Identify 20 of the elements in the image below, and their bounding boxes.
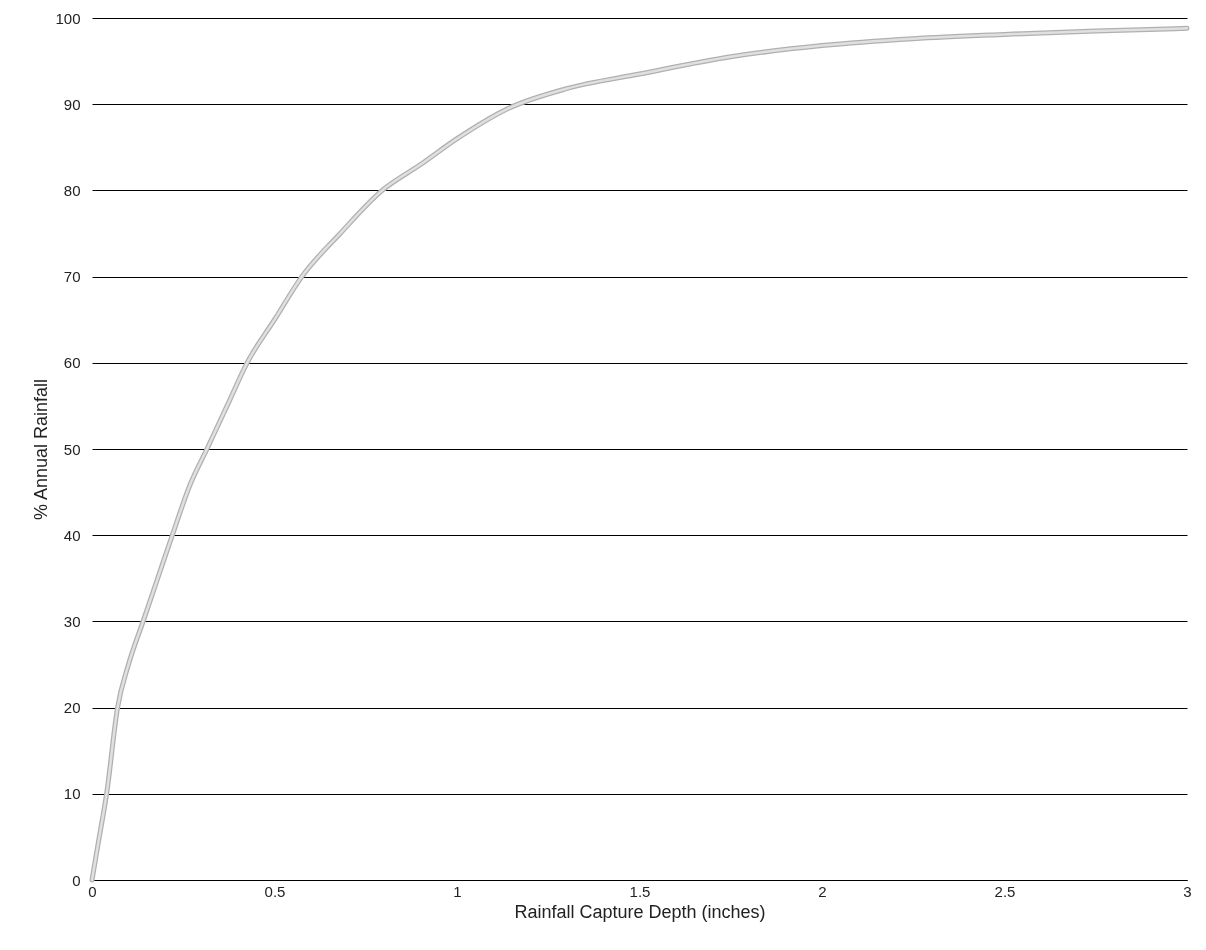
y-tick-label: 0 [72, 871, 81, 889]
y-tick-label: 80 [63, 181, 81, 199]
y-tick-label: 20 [63, 699, 81, 717]
x-tick-label: 1 [453, 882, 462, 900]
y-tick-label: 90 [63, 95, 81, 113]
x-tick-label: 1.5 [629, 882, 651, 900]
y-tick-label: 30 [63, 612, 81, 630]
x-tick-label: 0 [88, 882, 97, 900]
y-tick-label: 40 [63, 526, 81, 544]
y-tick-label: 60 [63, 354, 81, 372]
y-tick-label: 50 [63, 440, 81, 458]
y-tick-label: 10 [63, 785, 81, 803]
x-tick-label: 2.5 [994, 882, 1016, 900]
x-tick-label: 0.5 [264, 882, 286, 900]
y-tick-label: 100 [55, 9, 81, 27]
x-tick-label: 3 [1183, 882, 1192, 900]
y-axis-title: % Annual Rainfall [31, 378, 52, 521]
x-tick-label: 2 [818, 882, 827, 900]
x-axis-title: Rainfall Capture Depth (inches) [514, 901, 766, 922]
y-tick-label: 70 [63, 268, 81, 286]
